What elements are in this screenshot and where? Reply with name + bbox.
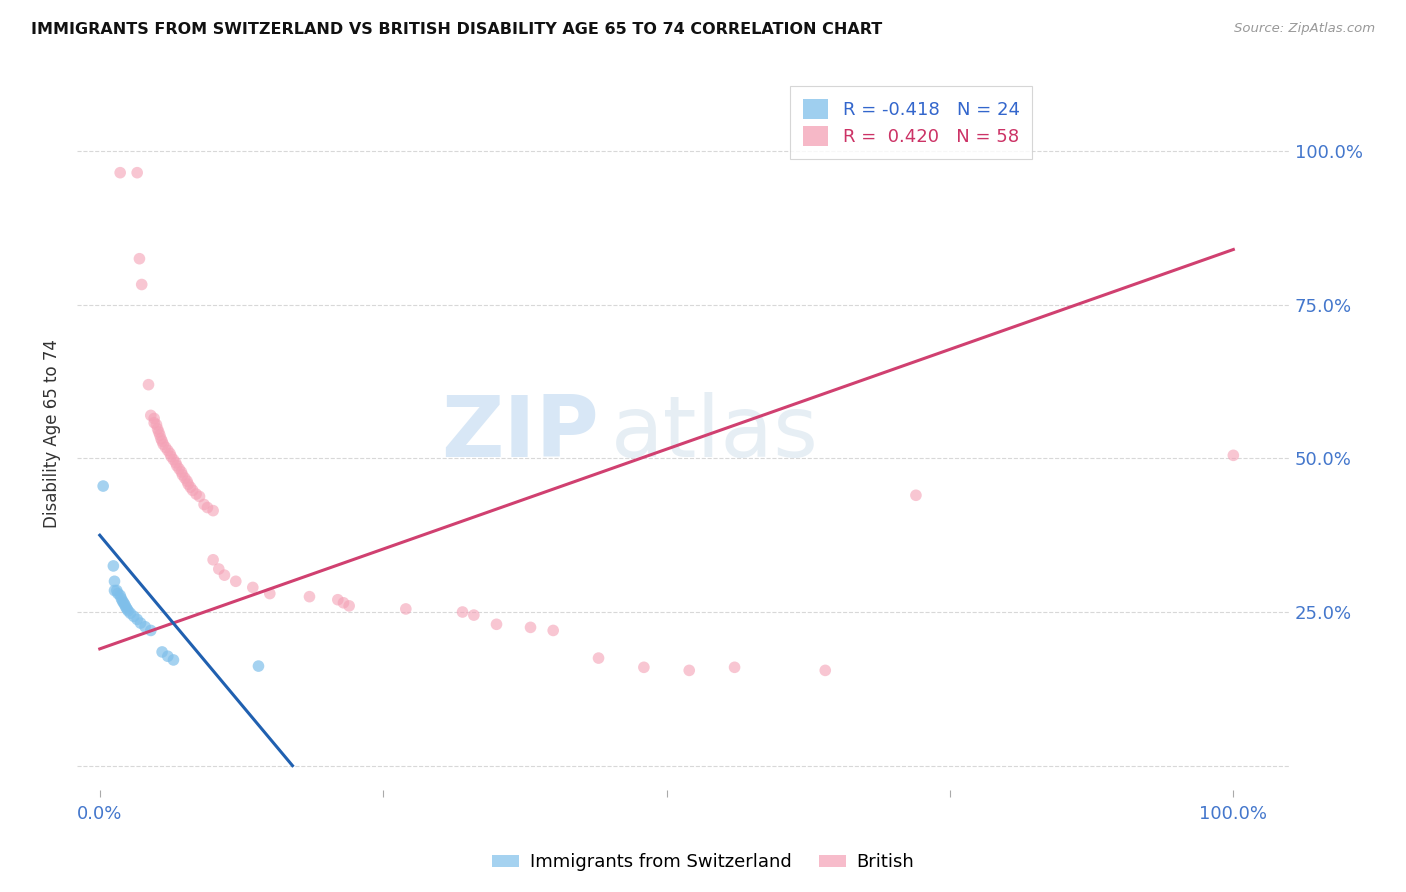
Point [91, 479, 114, 493]
Point [122, 609, 145, 624]
Point [179, 480, 201, 494]
Point [105, 583, 128, 598]
Point [202, 503, 225, 517]
Point [588, 651, 610, 665]
Point [131, 277, 153, 292]
Point [167, 462, 190, 476]
Point [156, 649, 179, 664]
Point [145, 417, 167, 432]
Point [463, 608, 485, 623]
Point [156, 443, 179, 458]
Point [138, 377, 160, 392]
Point [160, 450, 183, 464]
Point [159, 446, 181, 460]
Point [108, 166, 131, 180]
Point [139, 409, 162, 423]
Point [114, 598, 136, 612]
Point [111, 594, 134, 608]
Point [149, 432, 172, 446]
Point [127, 166, 149, 180]
Point [202, 553, 225, 567]
Point [177, 477, 200, 491]
Point [149, 428, 172, 442]
Point [519, 620, 541, 634]
Point [633, 660, 655, 674]
Point [150, 434, 173, 449]
Point [326, 592, 349, 607]
Legend: Immigrants from Switzerland, British: Immigrants from Switzerland, British [485, 847, 921, 879]
Point [184, 487, 207, 501]
Point [214, 568, 236, 582]
Point [193, 498, 215, 512]
Point [120, 606, 142, 620]
Point [166, 458, 188, 473]
Point [146, 422, 169, 436]
Point [143, 411, 166, 425]
Point [103, 574, 125, 589]
Point [485, 617, 508, 632]
Point [259, 586, 281, 600]
Text: ZIP: ZIP [441, 392, 599, 475]
Point [115, 602, 138, 616]
Point [129, 616, 152, 631]
Point [242, 581, 264, 595]
Point [814, 664, 837, 678]
Point [173, 471, 195, 485]
Point [128, 252, 150, 266]
Point [155, 441, 177, 455]
Point [541, 624, 564, 638]
Point [150, 645, 173, 659]
Point [332, 596, 354, 610]
Point [165, 456, 187, 470]
Point [139, 624, 162, 638]
Point [1222, 448, 1244, 462]
Point [114, 600, 136, 615]
Point [225, 574, 247, 589]
Point [451, 605, 474, 619]
Point [103, 583, 125, 598]
Point [162, 452, 184, 467]
Point [148, 425, 170, 439]
Point [904, 488, 927, 502]
Point [188, 490, 211, 504]
Text: atlas: atlas [610, 392, 818, 475]
Point [110, 591, 132, 606]
Text: Source: ZipAtlas.com: Source: ZipAtlas.com [1234, 22, 1375, 36]
Point [152, 437, 174, 451]
Point [134, 620, 156, 634]
Point [170, 465, 193, 479]
Point [103, 558, 125, 573]
Point [723, 660, 745, 674]
Point [395, 602, 418, 616]
Point [162, 653, 184, 667]
Point [678, 664, 700, 678]
Point [208, 562, 231, 576]
Point [298, 590, 321, 604]
Point [337, 599, 360, 613]
Point [181, 483, 204, 498]
Point [143, 416, 166, 430]
Point [108, 589, 131, 603]
Legend: R = -0.418   N = 24, R =  0.420   N = 58: R = -0.418 N = 24, R = 0.420 N = 58 [790, 87, 1032, 159]
Point [117, 604, 139, 618]
Point [112, 596, 135, 610]
Point [176, 474, 198, 488]
Y-axis label: Disability Age 65 to 74: Disability Age 65 to 74 [44, 339, 60, 528]
Text: IMMIGRANTS FROM SWITZERLAND VS BRITISH DISABILITY AGE 65 TO 74 CORRELATION CHART: IMMIGRANTS FROM SWITZERLAND VS BRITISH D… [31, 22, 882, 37]
Point [247, 659, 270, 673]
Point [107, 586, 129, 600]
Point [172, 467, 194, 482]
Point [197, 500, 219, 515]
Point [127, 612, 149, 626]
